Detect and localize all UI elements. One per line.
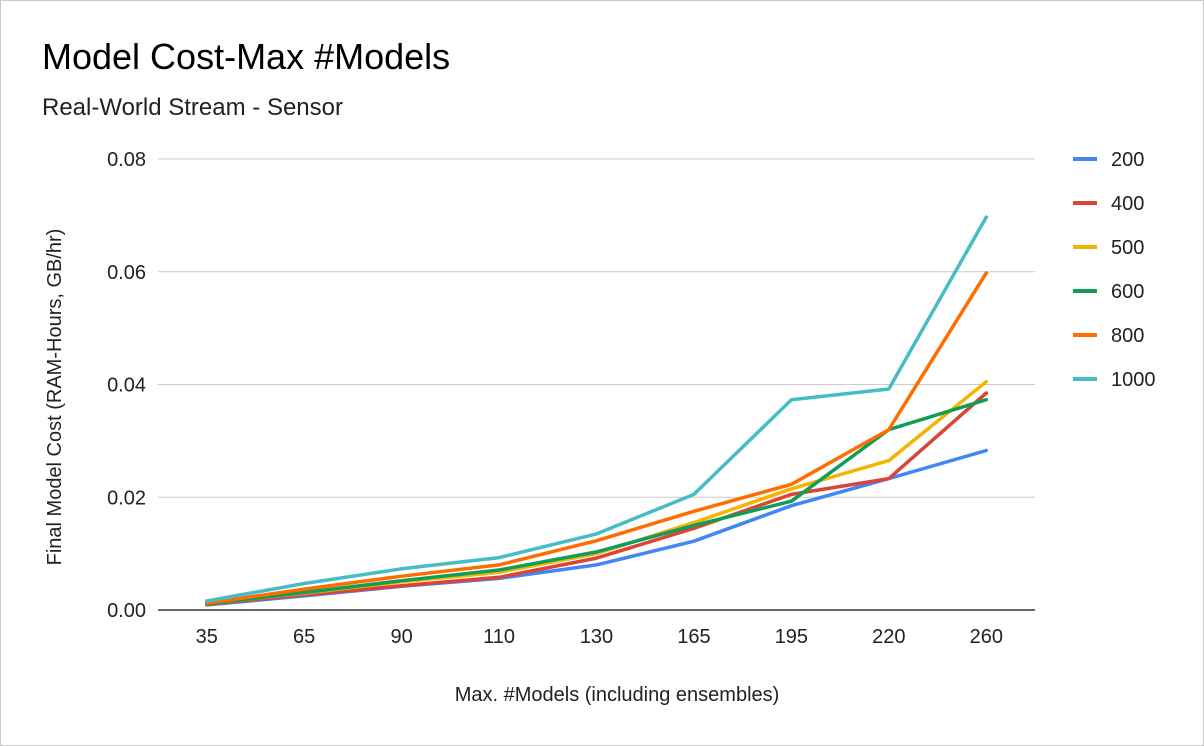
x-tick-label: 35 <box>196 626 218 648</box>
grid-lines <box>158 158 1035 611</box>
y-tick-label: 0.02 <box>107 487 146 509</box>
x-axis-label: Max. #Models (including ensembles) <box>455 684 780 706</box>
series-line-500 <box>204 379 989 606</box>
series-line-600 <box>204 397 989 606</box>
chart-subtitle: Real-World Stream - Sensor <box>42 94 343 121</box>
y-tick-label: 0.06 <box>107 262 146 284</box>
series-line-1000 <box>204 215 989 603</box>
x-tick-label: 220 <box>872 626 905 648</box>
x-tick-label: 90 <box>390 626 412 648</box>
x-tick-label: 65 <box>293 626 315 648</box>
y-tick-label: 0.04 <box>107 375 146 397</box>
series-lines <box>204 215 989 607</box>
legend-label: 600 <box>1111 281 1144 303</box>
legend-label: 400 <box>1111 193 1144 215</box>
x-tick-label: 260 <box>970 626 1003 648</box>
y-axis-label: Final Model Cost (RAM-Hours, GB/hr) <box>44 229 66 566</box>
chart-title: Model Cost-Max #Models <box>42 36 451 77</box>
x-tick-label: 165 <box>677 626 710 648</box>
legend-label: 800 <box>1111 325 1144 347</box>
y-tick-label: 0.08 <box>107 149 146 171</box>
y-tick-label: 0.00 <box>107 600 146 622</box>
legend: 200 400 500 600 800 1000 <box>1073 149 1156 391</box>
x-tick-label: 130 <box>580 626 613 648</box>
x-tick-label: 110 <box>483 626 515 648</box>
legend-label: 200 <box>1111 149 1144 171</box>
series-line-400 <box>204 391 989 607</box>
x-tick-labels: 35 65 90 110 130 165 195 220 260 <box>196 626 1003 648</box>
y-tick-labels: 0.00 0.02 0.04 0.06 0.08 <box>107 149 146 622</box>
legend-label: 500 <box>1111 237 1144 259</box>
x-tick-label: 195 <box>775 626 808 648</box>
series-line-800 <box>204 271 989 605</box>
legend-label: 1000 <box>1111 369 1156 391</box>
